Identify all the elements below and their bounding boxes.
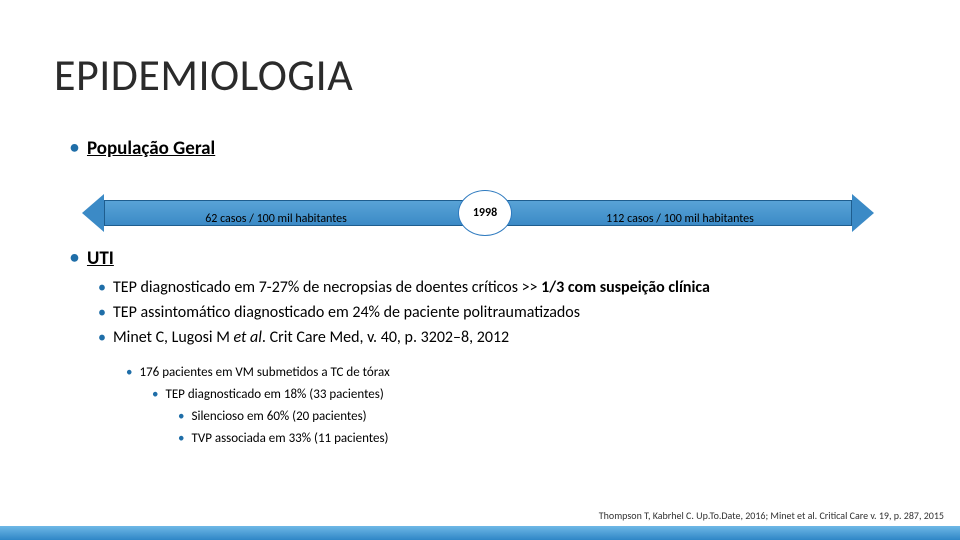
bullet-dot-icon: • [126,365,132,380]
timeline-year-node: 1998 [458,190,512,236]
timeline-year: 1998 [473,206,497,220]
list-item: • TVP associada em 33% (11 pacientes) [178,428,390,450]
uti-b3-pre: Minet C, Lugosi M [113,328,234,347]
uti-b3-post: . Crit Care Med, v. 40, p. 3202–8, 2012 [262,328,509,347]
section-populacao-geral: • População Geral [70,136,215,160]
uti-sub-list: • 176 pacientes em VM submetidos a TC de … [126,362,390,450]
sub-s1: 176 pacientes em VM submetidos a TC de t… [139,365,389,380]
bullet-dot-icon: • [70,246,79,268]
bullet-dot-icon: • [98,328,106,347]
uti-b1-bold: 1/3 com suspeição clínica [541,278,710,297]
footer-citation: Thompson T, Kabrhel C. Up.To.Date, 2016;… [599,509,944,522]
uti-b1-pre: TEP diagnosticado em 7-27% de necropsias… [113,278,541,297]
list-item: • Silencioso em 60% (20 pacientes) [178,406,390,428]
bullet-dot-icon: • [152,387,158,402]
bullet-dot-icon: • [98,278,106,297]
bullet-dot-icon: • [178,431,184,446]
timeline-arrow-left: 62 casos / 100 mil habitantes [86,200,466,226]
footer-band [0,526,960,540]
uti-b3-em: et al [233,328,261,347]
timeline-left-label: 62 casos / 100 mil habitantes [86,212,466,226]
list-item: • TEP assintomático diagnosticado em 24% … [98,301,710,326]
bullet-dot-icon: • [178,409,184,424]
timeline-diagram: 62 casos / 100 mil habitantes 112 casos … [86,192,874,236]
list-item: • TEP diagnosticado em 7-27% de necropsia… [98,276,710,301]
list-item: • TEP diagnosticado em 18% (33 pacientes) [152,384,390,406]
uti-b2: TEP assintomático diagnosticado em 24% d… [113,303,580,322]
sub-s3: Silencioso em 60% (20 pacientes) [191,409,366,424]
sub-s4: TVP associada em 33% (11 pacientes) [191,431,388,446]
section2-label: UTI [87,247,114,270]
uti-bullet-list: • TEP diagnosticado em 7-27% de necropsia… [98,276,710,350]
sub-s2: TEP diagnosticado em 18% (33 pacientes) [165,387,383,402]
section-uti: • UTI [70,246,114,270]
timeline-right-label: 112 casos / 100 mil habitantes [490,212,870,226]
list-item: • Minet C, Lugosi M et al. Crit Care Med,… [98,326,710,351]
section1-label: População Geral [87,137,215,160]
list-item: • 176 pacientes em VM submetidos a TC de … [126,362,390,384]
timeline-arrow-right: 112 casos / 100 mil habitantes [490,200,870,226]
slide-title: EPIDEMIOLOGIA [54,48,353,102]
bullet-dot-icon: • [70,136,79,158]
bullet-dot-icon: • [98,303,106,322]
